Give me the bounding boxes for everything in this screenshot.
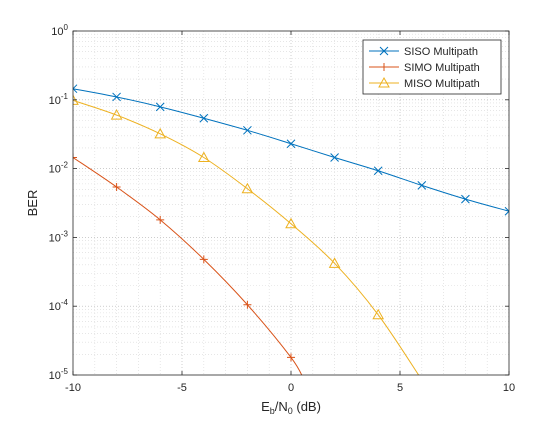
x-tick-label: 5: [397, 382, 403, 394]
series-line: [73, 99, 420, 375]
triangle-marker: [154, 127, 167, 139]
x-axis: -10 -5 0 5 10: [65, 31, 515, 394]
y-tick-label: 10-4: [49, 298, 69, 313]
y-tick-label: 10-2: [49, 161, 69, 176]
triangle-marker: [241, 182, 254, 194]
y-tick-label: 10-3: [49, 229, 69, 244]
x-marker: [330, 153, 339, 162]
plus-marker: [156, 215, 165, 224]
series-layer: [73, 84, 509, 375]
x-marker: [379, 46, 389, 56]
triangle-marker: [378, 76, 390, 88]
x-marker: [373, 166, 383, 176]
y-tick-label: 100: [51, 23, 68, 38]
triangle-marker: [372, 308, 385, 320]
legend: SISO Multipath SIMO Multipath MISO Multipa…: [362, 39, 502, 95]
x-marker: [112, 92, 121, 102]
y-tick-label: 10-5: [49, 367, 69, 382]
plus-marker: [243, 300, 252, 309]
x-marker: [504, 206, 509, 216]
x-marker: [199, 113, 209, 123]
legend-entry: SISO Multipath: [369, 46, 478, 58]
x-tick-label: -5: [177, 382, 187, 394]
x-marker: [155, 102, 165, 112]
x-marker: [461, 194, 470, 204]
triangle-marker: [110, 109, 123, 120]
plus-marker: [73, 153, 77, 162]
legend-label: MISO Multipath: [404, 78, 480, 90]
legend-label: SISO Multipath: [404, 46, 478, 58]
triangle-marker: [285, 217, 297, 229]
y-axis-label: BER: [25, 190, 40, 217]
x-marker: [243, 125, 252, 135]
x-axis-label: Eb/N0 (dB): [261, 399, 321, 416]
series-simo-multipath: [73, 153, 303, 375]
x-tick-label: 10: [503, 382, 515, 394]
x-marker: [286, 139, 296, 149]
legend-entry: SIMO Multipath: [369, 62, 480, 74]
y-tick-label: 10-1: [49, 92, 69, 107]
y-axis: 100 10-1 10-2 10-3 10-4 10-5: [49, 23, 509, 382]
x-marker: [417, 181, 427, 190]
series-siso-multipath: [73, 84, 509, 216]
legend-label: SIMO Multipath: [404, 62, 480, 74]
x-tick-label: 0: [288, 382, 294, 394]
series-line: [73, 88, 509, 212]
x-marker: [73, 84, 78, 94]
triangle-marker: [328, 257, 341, 268]
plus-marker: [112, 183, 121, 192]
triangle-marker: [197, 151, 210, 162]
plus-marker: [380, 63, 388, 71]
legend-entry: MISO Multipath: [369, 76, 480, 90]
plus-marker: [199, 255, 208, 264]
x-tick-label: -10: [65, 382, 81, 394]
plus-marker: [287, 353, 295, 362]
